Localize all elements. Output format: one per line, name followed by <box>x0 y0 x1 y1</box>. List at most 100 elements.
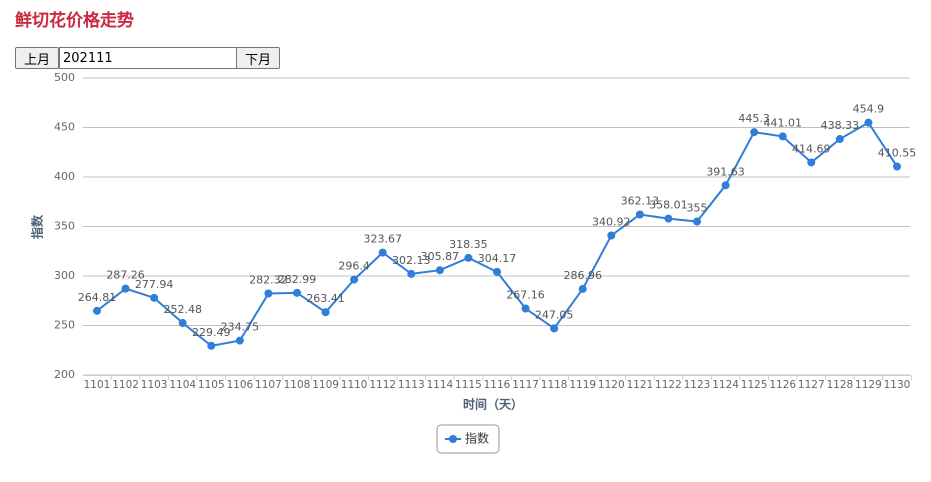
x-tick-label: 1129 <box>855 379 882 391</box>
data-label: 305.87 <box>421 250 460 263</box>
data-label: 263.41 <box>306 292 345 305</box>
data-point <box>864 118 873 127</box>
data-label: 252.48 <box>163 303 202 316</box>
x-tick-label: 1125 <box>741 379 768 391</box>
data-label: 264.81 <box>78 291 117 304</box>
y-tick-label: 450 <box>54 121 75 134</box>
data-point <box>493 267 501 276</box>
data-point <box>435 266 444 275</box>
data-point <box>378 248 387 257</box>
x-tick-label: 1130 <box>884 379 911 391</box>
data-label: 302.13 <box>392 254 431 267</box>
data-point <box>235 336 244 345</box>
next-month-button[interactable]: 下月 <box>236 47 281 69</box>
data-point <box>721 181 730 190</box>
data-point <box>750 128 759 137</box>
x-tick-label: 1119 <box>569 379 596 391</box>
x-tick-label: 1113 <box>398 379 425 391</box>
x-tick-label: 1115 <box>455 379 482 391</box>
data-point <box>121 284 130 293</box>
month-input[interactable] <box>59 47 237 69</box>
x-tick-label: 1117 <box>512 379 539 391</box>
x-tick-label: 1118 <box>541 379 568 391</box>
data-point <box>207 341 216 350</box>
data-point <box>321 308 330 317</box>
data-point <box>578 284 587 293</box>
data-point <box>178 319 187 328</box>
y-axis-label: 指数 <box>30 214 45 239</box>
x-tick-label: 1124 <box>712 379 739 391</box>
data-point <box>464 253 473 262</box>
y-tick-label: 350 <box>54 220 75 233</box>
data-label: 355 <box>687 202 708 215</box>
data-label: 267.16 <box>506 289 545 302</box>
y-tick-label: 200 <box>54 368 75 381</box>
y-tick-label: 250 <box>54 319 75 332</box>
x-tick-label: 1109 <box>312 379 339 391</box>
x-tick-label: 1102 <box>112 379 139 391</box>
data-label: 282.99 <box>278 273 317 286</box>
data-point <box>635 210 644 219</box>
data-label: 286.96 <box>563 269 602 282</box>
data-point <box>93 306 101 315</box>
y-tick-label: 300 <box>54 269 75 282</box>
data-label: 340.92 <box>592 215 631 228</box>
data-point <box>521 304 530 313</box>
x-tick-label: 1127 <box>798 379 825 391</box>
data-point <box>664 214 673 223</box>
x-tick-label: 1107 <box>255 379 282 391</box>
data-point <box>807 158 816 167</box>
data-label: 391.63 <box>706 165 745 178</box>
x-tick-label: 1104 <box>169 379 196 391</box>
y-tick-label: 400 <box>54 170 75 183</box>
legend-label: 指数 <box>465 431 489 446</box>
prev-month-button[interactable]: 上月 <box>15 47 60 69</box>
data-point <box>835 135 844 144</box>
data-point <box>893 162 901 171</box>
data-label: 445.3 <box>738 112 770 125</box>
data-point <box>550 324 559 333</box>
data-label: 277.94 <box>135 278 174 291</box>
series-line <box>96 121 898 347</box>
x-tick-label: 1108 <box>284 379 311 391</box>
data-point <box>150 293 159 302</box>
data-point <box>264 289 273 298</box>
data-label: 229.49 <box>192 326 231 339</box>
x-tick-label: 1101 <box>84 379 111 391</box>
data-label: 323.67 <box>363 233 402 246</box>
data-label: 362.13 <box>621 194 660 207</box>
x-tick-label: 1120 <box>598 379 625 391</box>
data-label: 454.9 <box>853 103 885 116</box>
x-tick-label: 1106 <box>226 379 253 391</box>
x-tick-label: 1105 <box>198 379 225 391</box>
y-tick-label: 500 <box>54 71 75 84</box>
x-tick-label: 1110 <box>341 379 368 391</box>
x-tick-label: 1122 <box>655 379 682 391</box>
data-point <box>778 132 787 141</box>
x-tick-label: 1123 <box>684 379 711 391</box>
data-label: 441.01 <box>763 116 802 129</box>
x-tick-label: 1103 <box>141 379 168 391</box>
data-label: 358.01 <box>649 199 688 212</box>
data-label: 296.4 <box>338 260 370 273</box>
x-tick-label: 1112 <box>369 379 396 391</box>
data-label: 410.55 <box>878 147 917 160</box>
data-label: 318.35 <box>449 238 488 251</box>
x-tick-label: 1128 <box>826 379 853 391</box>
data-point <box>293 288 301 297</box>
data-point <box>693 217 701 226</box>
data-point <box>607 231 616 240</box>
data-label: 287.26 <box>106 269 145 282</box>
data-label: 304.17 <box>478 252 517 265</box>
x-axis-label: 时间（天） <box>463 397 523 412</box>
x-tick-label: 1114 <box>426 379 453 391</box>
x-tick-label: 1126 <box>769 379 796 391</box>
data-label: 438.33 <box>821 119 860 132</box>
data-label: 234.75 <box>221 321 260 334</box>
data-label: 414.69 <box>792 142 831 155</box>
x-tick-label: 1121 <box>626 379 653 391</box>
data-point <box>407 269 416 278</box>
data-label: 282.32 <box>249 274 288 287</box>
